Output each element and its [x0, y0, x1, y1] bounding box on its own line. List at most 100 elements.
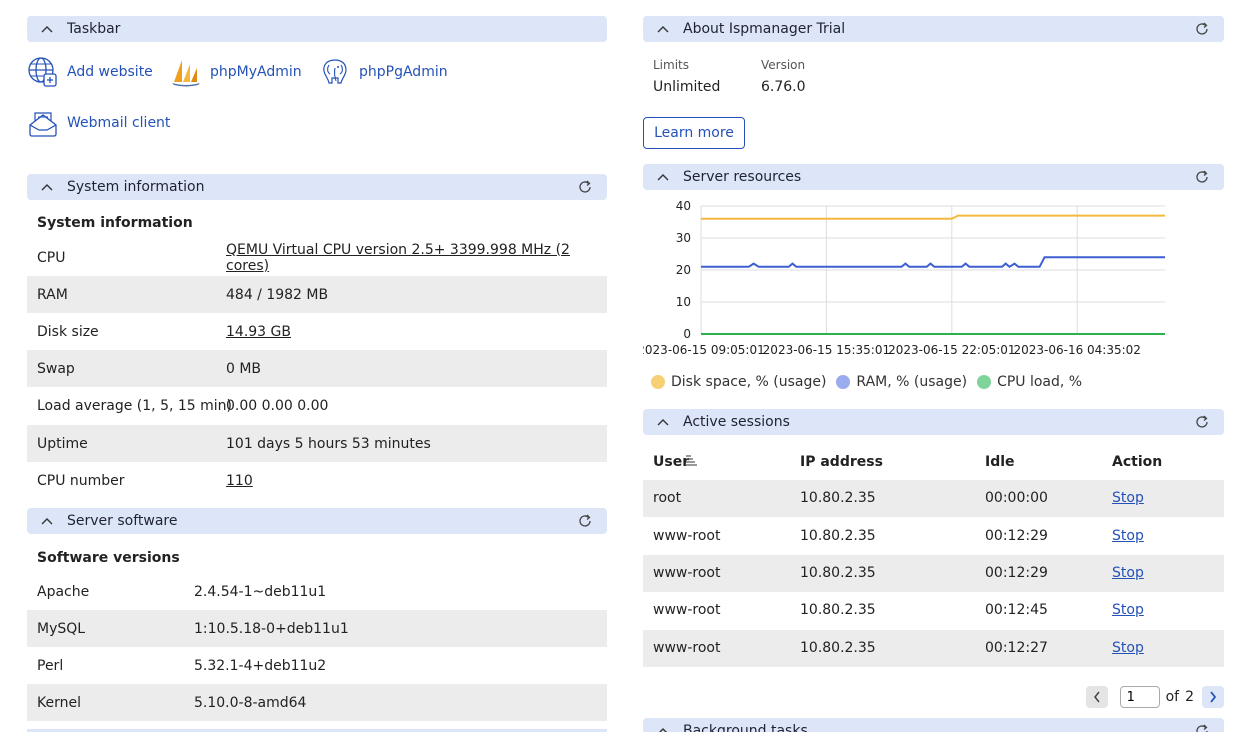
refresh-icon[interactable] [1180, 724, 1224, 732]
webmail-client-label: Webmail client [67, 115, 171, 131]
background-tasks-header[interactable]: Background tasks [643, 718, 1224, 732]
learn-more-button[interactable]: Learn more [643, 117, 745, 149]
chevron-up-icon[interactable] [27, 517, 67, 525]
session-row[interactable]: www-root 10.80.2.35 00:12:45 Stop [643, 592, 1224, 629]
legend-item-cpu[interactable]: CPU load, % [977, 374, 1082, 390]
session-row[interactable]: www-root 10.80.2.35 00:12:29 Stop [643, 518, 1224, 555]
info-value: 0 MB [226, 360, 262, 377]
server-resources-title: Server resources [683, 169, 802, 185]
session-user: www-root [653, 565, 721, 581]
info-row: Load average (1, 5, 15 min) 0.00 0.00 0.… [27, 387, 607, 424]
series-line-1 [701, 256, 1165, 269]
webmail-client-button[interactable]: Webmail client [27, 107, 170, 139]
x-tick-label: 2023-06-15 15:35:01 [763, 343, 890, 357]
server-resources-header[interactable]: Server resources [643, 164, 1224, 190]
phpmyadmin-button[interactable]: phpMyAdmin [170, 56, 302, 88]
stop-session-link[interactable]: Stop [1112, 640, 1144, 656]
software-value: 1:10.5.18-0+deb11u1 [194, 620, 349, 637]
about-header[interactable]: About Ispmanager Trial [643, 16, 1224, 42]
column-header-action: Action [1112, 454, 1163, 470]
legend-label-disk: Disk space, % (usage) [671, 374, 827, 390]
add-website-button[interactable]: Add website [27, 56, 153, 88]
software-subtitle: Software versions [37, 550, 180, 566]
taskbar-title: Taskbar [67, 21, 121, 37]
refresh-icon[interactable] [563, 180, 607, 194]
legend-item-ram[interactable]: RAM, % (usage) [836, 374, 967, 390]
y-tick-label: 10 [676, 295, 691, 309]
chevron-up-icon[interactable] [643, 727, 683, 732]
limits-label: Limits [653, 58, 689, 72]
phppgadmin-button[interactable]: phpPgAdmin [319, 56, 448, 88]
info-value: 0.00 0.00 0.00 [226, 397, 329, 414]
session-ip: 10.80.2.35 [800, 528, 876, 544]
session-row[interactable]: www-root 10.80.2.35 00:12:29 Stop [643, 555, 1224, 592]
session-user: www-root [653, 640, 721, 656]
taskbar-header[interactable]: Taskbar [27, 16, 607, 42]
mail-tray-icon [29, 112, 57, 137]
chevron-up-icon[interactable] [643, 418, 683, 426]
disk-size-link[interactable]: 14.93 GB [226, 323, 291, 340]
y-tick-label: 20 [676, 263, 691, 277]
info-row: RAM 484 / 1982 MB [27, 276, 607, 313]
info-key: Uptime [37, 435, 88, 452]
software-key: Perl [37, 657, 64, 674]
stop-session-link[interactable]: Stop [1112, 490, 1144, 506]
software-key: MySQL [37, 620, 86, 637]
sort-icon[interactable] [684, 453, 698, 471]
session-row[interactable]: root 10.80.2.35 00:00:00 Stop [643, 480, 1224, 517]
next-page-button[interactable] [1202, 686, 1224, 708]
cpu-link[interactable]: QEMU Virtual CPU version 2.5+ 3399.998 M… [226, 241, 570, 274]
session-user: www-root [653, 528, 721, 544]
version-value: 6.76.0 [761, 79, 806, 95]
info-row: CPU number 110 [27, 462, 607, 499]
server-software-header[interactable]: Server software [27, 508, 607, 534]
x-tick-label: 2023-06-15 09:05:01 [643, 343, 765, 357]
about-title: About Ispmanager Trial [683, 21, 846, 37]
info-key: CPU number [37, 472, 125, 489]
software-value: 2.4.54-1~deb11u1 [194, 583, 327, 600]
refresh-icon[interactable] [1180, 22, 1224, 36]
chevron-up-icon[interactable] [27, 25, 67, 33]
session-idle: 00:12:45 [985, 602, 1048, 618]
chevron-up-icon[interactable] [643, 173, 683, 181]
phpmyadmin-label: phpMyAdmin [210, 64, 302, 80]
active-sessions-title: Active sessions [683, 414, 790, 430]
info-row: Disk size 14.93 GB [27, 313, 607, 350]
chevron-up-icon[interactable] [27, 183, 67, 191]
system-info-title: System information [67, 179, 205, 195]
legend-item-disk[interactable]: Disk space, % (usage) [651, 374, 826, 390]
refresh-icon[interactable] [1180, 170, 1224, 184]
stop-session-link[interactable]: Stop [1112, 602, 1144, 618]
x-tick-label: 2023-06-15 22:05:01 [888, 343, 1015, 357]
software-row: Perl 5.32.1-4+deb11u2 [27, 647, 607, 684]
active-sessions-header[interactable]: Active sessions [643, 409, 1224, 435]
info-key: Load average (1, 5, 15 min) [37, 397, 233, 414]
column-header-user[interactable]: User [653, 454, 690, 470]
chevron-up-icon[interactable] [643, 25, 683, 33]
session-idle: 00:12:29 [985, 528, 1048, 544]
server-software-title: Server software [67, 513, 178, 529]
refresh-icon[interactable] [563, 514, 607, 528]
info-value: 101 days 5 hours 53 minutes [226, 435, 431, 452]
page-input[interactable] [1119, 686, 1160, 708]
refresh-icon[interactable] [1180, 415, 1224, 429]
legend-label-ram: RAM, % (usage) [856, 374, 968, 390]
system-info-subtitle: System information [37, 215, 193, 231]
next-section-edge [27, 729, 607, 732]
session-user: www-root [653, 602, 721, 618]
sessions-table-header: User IP address Idle Action [643, 450, 1224, 476]
stop-session-link[interactable]: Stop [1112, 565, 1144, 581]
chart-legend: Disk space, % (usage) RAM, % (usage) CPU… [651, 374, 1092, 390]
software-row: Kernel 5.10.0-8-amd64 [27, 684, 607, 721]
session-idle: 00:00:00 [985, 490, 1048, 506]
prev-page-button[interactable] [1085, 686, 1108, 708]
column-header-ip[interactable]: IP address [800, 454, 883, 470]
column-header-idle[interactable]: Idle [985, 454, 1015, 470]
cpu-number-link[interactable]: 110 [226, 472, 253, 489]
software-key: Apache [37, 583, 90, 600]
info-key: Swap [37, 360, 75, 377]
system-info-header[interactable]: System information [27, 174, 607, 200]
y-tick-label: 0 [683, 327, 691, 341]
session-row[interactable]: www-root 10.80.2.35 00:12:27 Stop [643, 630, 1224, 667]
stop-session-link[interactable]: Stop [1112, 528, 1144, 544]
